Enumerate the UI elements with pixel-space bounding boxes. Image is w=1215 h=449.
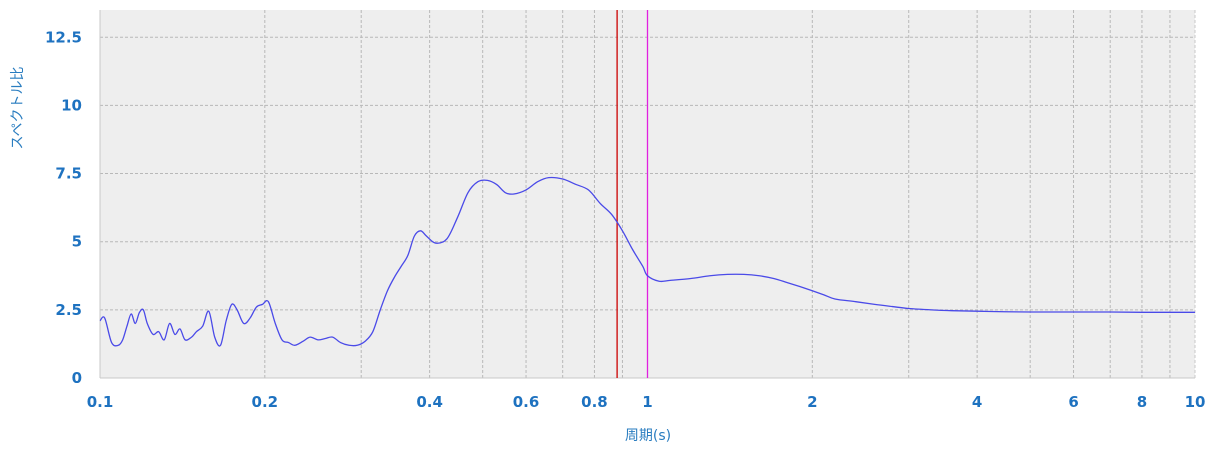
y-axis-ticks: 0 2.5 5 7.5 10 12.5 <box>45 28 82 387</box>
y-axis-label: スペクトル比 <box>10 66 26 149</box>
reference-lines <box>616 10 649 378</box>
x-tick-label: 4 <box>972 393 982 411</box>
x-tick-label: 2 <box>807 393 817 411</box>
x-tick-label: 1 <box>642 393 652 411</box>
x-tick-label: 10 <box>1185 393 1206 411</box>
x-tick-label: 0.2 <box>252 393 279 411</box>
x-tick-label: 8 <box>1137 393 1147 411</box>
y-tick-label: 7.5 <box>55 165 82 183</box>
x-tick-label: 6 <box>1068 393 1078 411</box>
y-tick-label: 10 <box>61 96 82 114</box>
x-tick-label: 0.4 <box>416 393 443 411</box>
grid-minor <box>264 10 1171 378</box>
x-tick-label: 0.6 <box>513 393 540 411</box>
y-tick-label: 0 <box>72 369 82 387</box>
y-tick-label: 2.5 <box>55 301 82 319</box>
x-tick-label: 0.8 <box>581 393 608 411</box>
y-tick-label: 12.5 <box>45 28 82 46</box>
x-axis-ticks: 0.1 0.2 0.4 0.6 0.8 1 2 4 6 8 10 <box>87 393 1206 411</box>
y-tick-label: 5 <box>72 233 82 251</box>
x-axis-label: 周期(s) <box>625 428 671 444</box>
x-tick-label: 0.1 <box>87 393 114 411</box>
series-line <box>99 176 1195 347</box>
